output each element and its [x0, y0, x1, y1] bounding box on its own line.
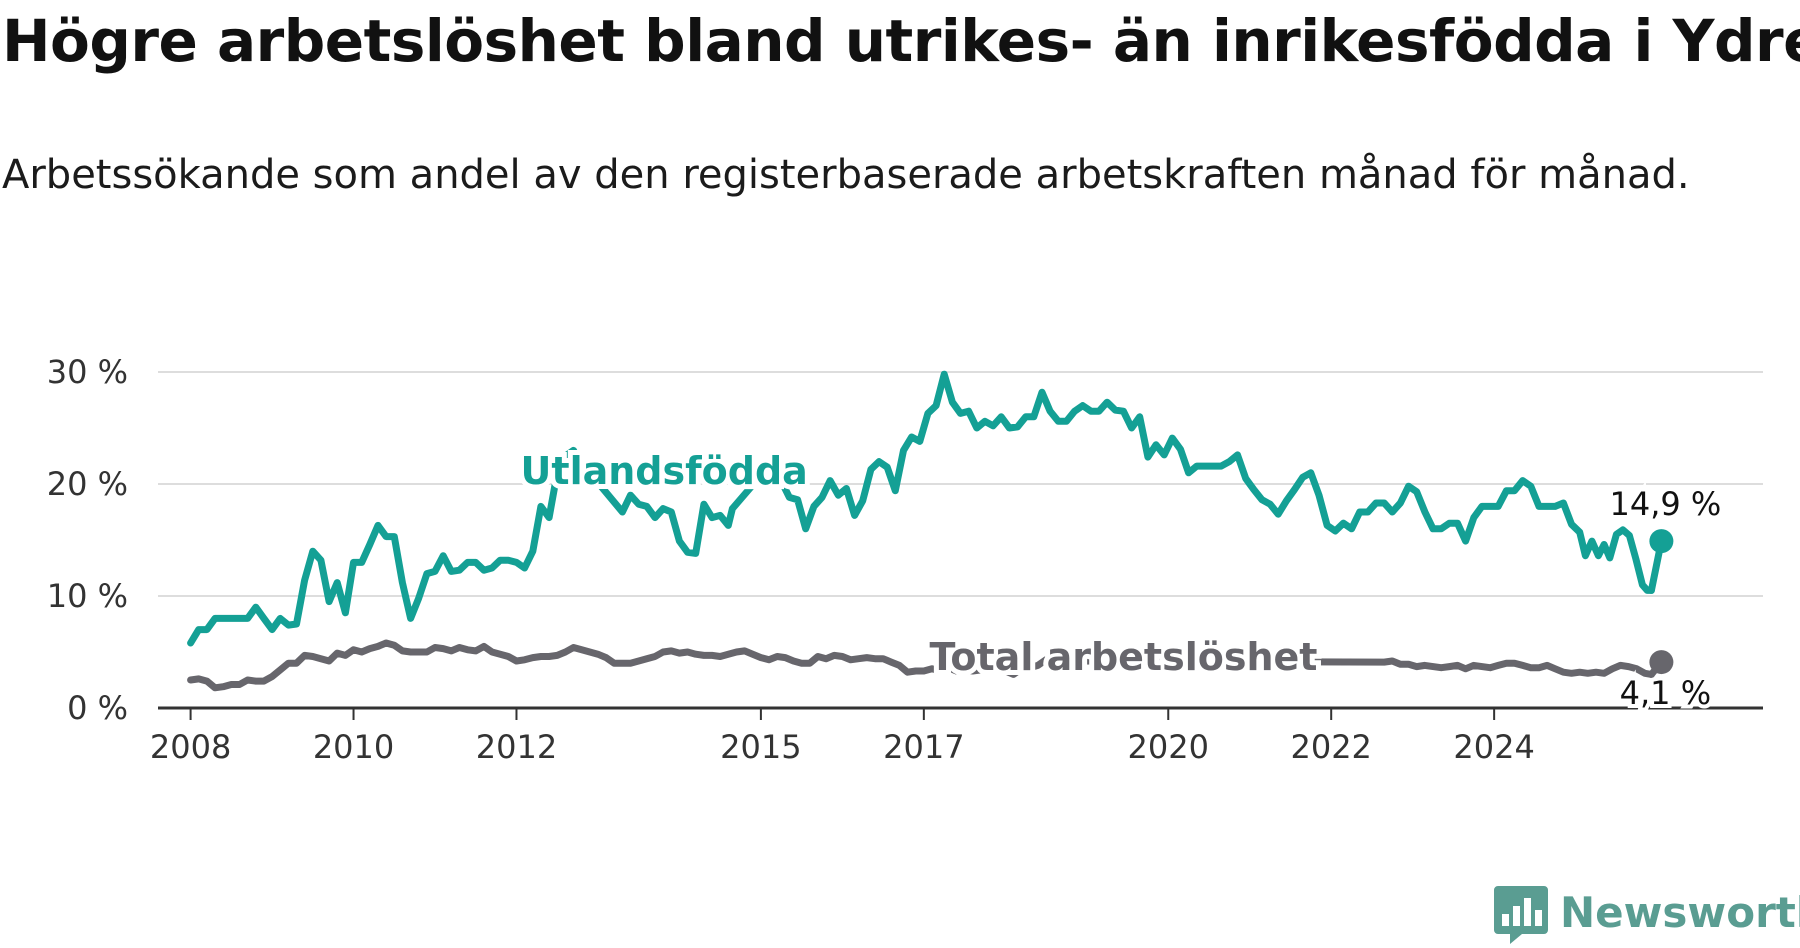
series-end-label-0: 14,9 % — [1609, 485, 1721, 523]
series-end-point-1 — [1649, 650, 1674, 675]
brand-name: Newsworthy — [1560, 888, 1800, 937]
x-tick-label: 2022 — [1290, 728, 1371, 766]
x-tick-label: 2008 — [150, 728, 231, 766]
gridlines — [158, 371, 1763, 710]
chart-subtitle: Arbetssökande som andel av den registerb… — [2, 152, 1690, 198]
series-labels: 14,9 % Utlandsfödda 4,1 % Total arbetslöshe… — [516, 444, 1726, 716]
chart-title: Högre arbetslöshet bland utrikes- än inr… — [2, 7, 1800, 75]
y-axis-ticks: 0 % 10 % 20 % 30 % — [47, 353, 128, 727]
x-tick-label: 2010 — [313, 728, 394, 766]
newsworthy-logo-icon — [1494, 886, 1548, 944]
y-tick-label: 0 % — [67, 689, 128, 727]
x-axis-ticks: 2008 2010 2012 2015 2017 2020 2022 2024 — [150, 708, 1535, 766]
series-line-0 — [187, 370, 1655, 647]
series-name-label-0: Utlandsfödda — [521, 449, 808, 493]
series-name-label-1: Total arbetslöshet — [930, 635, 1318, 679]
x-tick-label: 2017 — [883, 728, 964, 766]
series-lines — [187, 370, 1674, 692]
y-tick-label: 10 % — [47, 577, 128, 615]
x-tick-label: 2015 — [720, 728, 801, 766]
x-tick-label: 2012 — [476, 728, 557, 766]
x-tick-label: 2020 — [1128, 728, 1209, 766]
y-tick-label: 20 % — [47, 465, 128, 503]
y-tick-label: 30 % — [47, 353, 128, 391]
series-end-point-0 — [1649, 529, 1674, 554]
series-line-1 — [187, 639, 1655, 692]
series-end-label-1: 4,1 % — [1620, 674, 1711, 712]
x-tick-label: 2024 — [1453, 728, 1534, 766]
